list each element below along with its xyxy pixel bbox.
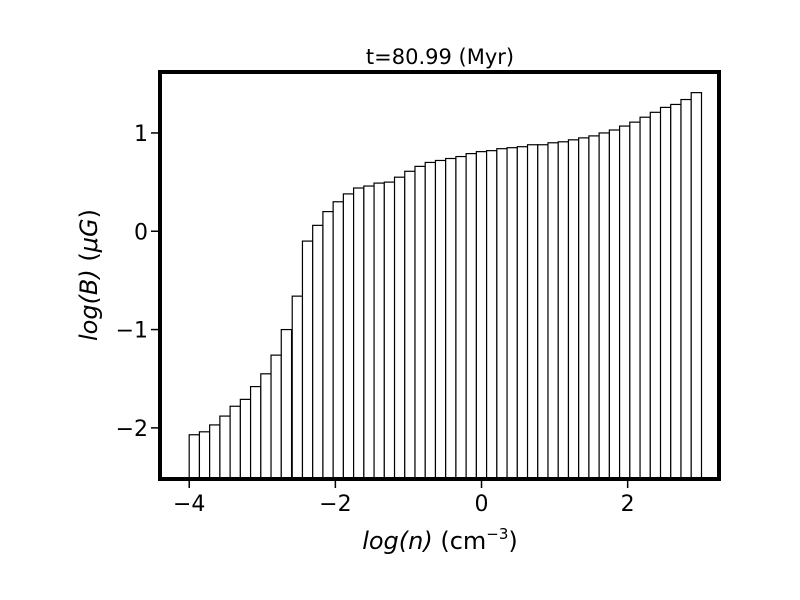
histogram-bar (219, 415, 231, 480)
histogram-bar (588, 135, 600, 480)
histogram-bar (322, 211, 334, 480)
x-tick-label: 2 (621, 492, 635, 517)
histogram-bar (649, 111, 662, 480)
histogram-bar (506, 147, 518, 480)
histogram-bar (557, 141, 570, 480)
histogram-bar (393, 176, 406, 480)
histogram-bar (578, 137, 590, 480)
histogram-bar (301, 240, 314, 480)
histogram-bar (353, 187, 365, 480)
x-tick-label: −4 (173, 492, 205, 517)
plot-frame (158, 70, 721, 481)
y-tick-label: −2 (116, 417, 148, 442)
histogram-bar (618, 125, 631, 480)
histogram-bar (567, 139, 580, 480)
histogram-bar (270, 354, 282, 480)
histogram-bar (249, 385, 262, 480)
histogram-bar (537, 144, 549, 480)
x-tick-label: 0 (475, 492, 489, 517)
histogram-bar (455, 155, 467, 480)
histogram-bar (465, 153, 478, 480)
histogram-bar (332, 201, 345, 480)
histogram-bar (291, 295, 304, 480)
histogram-bar (670, 103, 682, 480)
histogram-bar (680, 98, 692, 480)
y-tick-label: 0 (134, 220, 148, 245)
histogram-bar (547, 142, 559, 480)
y-tick-label: 1 (134, 122, 148, 147)
histogram-bar (608, 129, 621, 480)
histogram-bar (260, 373, 272, 480)
histogram-bar (639, 116, 651, 480)
histogram-bar (198, 431, 211, 480)
x-axis: −4 −2 0 2 (173, 481, 635, 517)
y-axis: −2 −1 0 1 (116, 122, 158, 442)
histogram-bar (414, 165, 426, 480)
histogram-bar (404, 170, 416, 480)
histogram-bar (363, 185, 375, 480)
histogram-bar (312, 224, 324, 480)
histogram-bar (280, 328, 293, 480)
histogram-bar (188, 434, 201, 480)
histogram-bar (239, 398, 252, 480)
histogram-bar (209, 424, 221, 480)
histogram-bar (485, 150, 498, 480)
chart-title: t=80.99 (Myr) (366, 45, 514, 69)
y-axis-label: log(B) (μG) (75, 209, 103, 341)
histogram-bar (516, 146, 529, 480)
bar-series (188, 92, 703, 480)
histogram-bar (373, 182, 385, 480)
histogram-bar (598, 132, 611, 480)
histogram-bar (445, 157, 457, 480)
histogram-bar (342, 193, 355, 480)
histogram-bar (690, 92, 703, 480)
x-tick-label: −2 (319, 492, 351, 517)
histogram-bar (229, 405, 242, 480)
histogram-bar (629, 121, 641, 480)
y-tick-label: −1 (116, 319, 148, 344)
x-axis-label: log(n) (cm−3) (362, 525, 518, 555)
histogram-bar (475, 151, 488, 480)
histogram-bar (424, 161, 437, 480)
histogram-bar (526, 144, 539, 480)
histogram-bar (496, 148, 508, 480)
histogram-bar (434, 159, 447, 480)
histogram-bar (659, 106, 672, 480)
histogram-bar (383, 181, 396, 480)
